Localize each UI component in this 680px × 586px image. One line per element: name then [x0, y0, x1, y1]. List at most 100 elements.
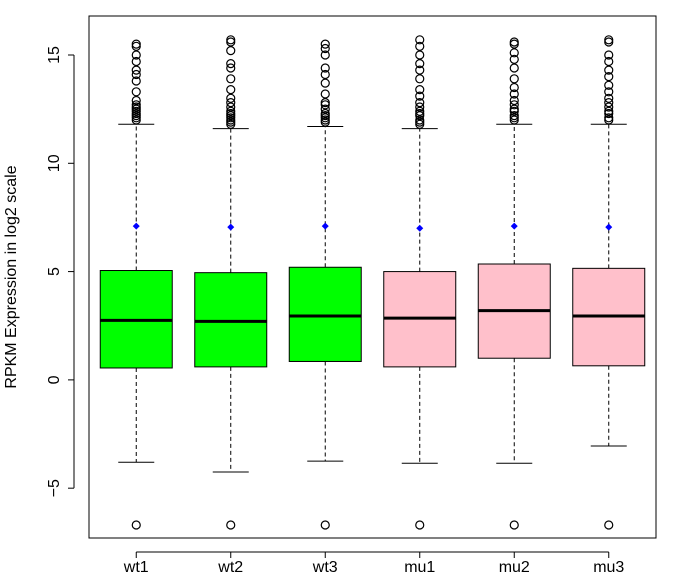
outlier-point: [226, 46, 236, 56]
box-mu1: [383, 35, 457, 530]
outlier-point: [320, 520, 330, 530]
outlier-point: [509, 63, 519, 73]
box-body: [194, 272, 268, 368]
plot-area-frame: [88, 15, 657, 539]
outlier-point: [509, 89, 519, 99]
outlier-point: [131, 69, 141, 80]
outlier-point: [226, 35, 236, 45]
outlier-point: [604, 80, 614, 90]
outlier-point: [320, 63, 330, 73]
x-tick-label: wt3: [312, 559, 338, 576]
outlier-point: [415, 102, 425, 112]
outlier-point: [604, 102, 614, 112]
outlier-point: [320, 50, 330, 60]
outlier-point: [415, 50, 425, 60]
outlier-point: [415, 91, 425, 101]
outlier-point: [415, 520, 425, 530]
outlier-point: [604, 35, 614, 45]
outlier-point: [131, 56, 141, 67]
y-tick-label: 15: [46, 46, 63, 64]
outlier-point: [415, 85, 425, 95]
outlier-point: [320, 108, 330, 119]
mean-marker: [510, 222, 518, 230]
box-mu3: [572, 35, 646, 530]
mean-marker: [605, 223, 613, 231]
y-tick-label: 10: [46, 154, 63, 172]
outlier-point: [226, 98, 236, 108]
outlier-point: [509, 54, 519, 64]
outlier-point: [509, 100, 519, 110]
outlier-point: [604, 50, 614, 60]
outlier-point: [226, 520, 236, 530]
box-mu2: [477, 37, 551, 530]
outlier-point: [226, 93, 236, 103]
x-tick-label: mu1: [404, 559, 435, 576]
outlier-point: [131, 76, 141, 86]
outlier-point: [131, 100, 141, 110]
outlier-point: [131, 87, 141, 97]
x-tick-label: wt2: [217, 559, 243, 576]
outlier-point: [131, 50, 141, 60]
outlier-point: [604, 87, 614, 97]
outlier-point: [320, 39, 330, 49]
outlier-point: [226, 106, 236, 116]
outlier-point: [320, 104, 330, 114]
boxes-group: [99, 35, 646, 530]
outlier-point: [320, 78, 330, 88]
outlier-point: [415, 65, 425, 75]
outlier-point: [415, 98, 425, 108]
outlier-point: [509, 95, 519, 106]
outlier-point: [604, 65, 614, 75]
outlier-point: [604, 93, 614, 103]
outlier-point: [320, 43, 330, 54]
outlier-point: [415, 115, 425, 125]
x-tick-label: wt1: [123, 559, 149, 576]
outlier-point: [226, 59, 236, 69]
outlier-point: [320, 89, 330, 99]
outlier-point: [320, 98, 330, 108]
box-wt2: [194, 35, 268, 530]
box-wt1: [99, 39, 173, 530]
outlier-point: [131, 39, 141, 49]
y-axis-label: RPKM Expression in log2 scale: [3, 165, 20, 388]
outlier-point: [604, 56, 614, 67]
box-wt3: [288, 39, 362, 530]
outlier-point: [509, 37, 519, 47]
outlier-point: [415, 41, 425, 51]
y-tick-label: −5: [46, 479, 63, 497]
outlier-point: [604, 72, 614, 82]
box-body: [288, 266, 362, 362]
outlier-point: [131, 95, 141, 106]
y-tick-label: 0: [46, 375, 63, 384]
outlier-point: [509, 104, 519, 114]
outlier-point: [604, 98, 614, 108]
x-axis: wt1 wt2 wt3 mu1 mu2 mu3: [123, 551, 624, 576]
outlier-point: [226, 102, 236, 112]
outlier-point: [415, 59, 425, 69]
x-tick-label: mu2: [499, 559, 530, 576]
y-axis: −5 0 5 10 15: [46, 46, 75, 497]
outlier-point: [604, 113, 614, 123]
mean-marker: [416, 224, 424, 232]
outlier-point: [509, 520, 519, 530]
outlier-point: [509, 111, 519, 121]
outlier-point: [509, 74, 519, 84]
outlier-point: [131, 520, 141, 530]
outlier-point: [604, 106, 614, 116]
outlier-point: [604, 520, 614, 530]
y-tick-label: 5: [46, 267, 63, 276]
mean-marker: [227, 223, 235, 231]
outlier-point: [226, 74, 236, 84]
x-tick-label: mu3: [593, 559, 624, 576]
mean-marker: [132, 222, 140, 230]
mean-marker: [321, 222, 329, 230]
outlier-point: [226, 85, 236, 95]
outlier-point: [415, 74, 425, 84]
outlier-point: [415, 106, 425, 116]
outlier-point: [509, 48, 519, 58]
outlier-point: [320, 69, 330, 80]
outlier-point: [509, 82, 519, 93]
outlier-point: [226, 63, 236, 73]
outlier-point: [415, 35, 425, 45]
